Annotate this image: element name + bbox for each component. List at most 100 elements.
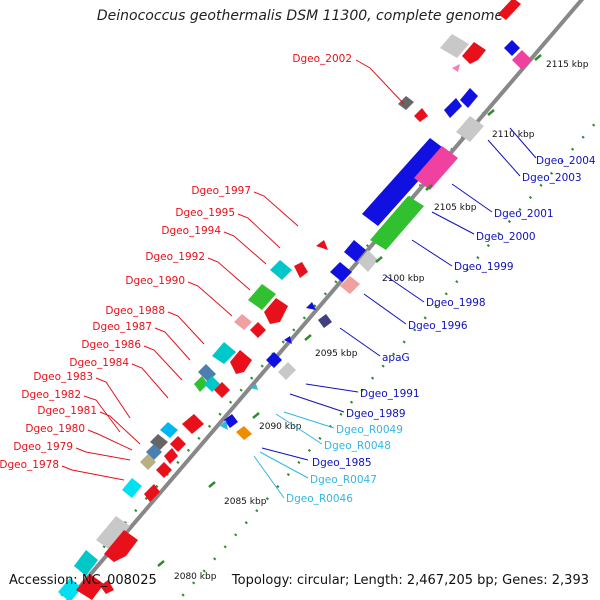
gene-label: Dgeo_1987 — [92, 321, 152, 333]
right-leaders — [261, 127, 537, 461]
gene-segment — [294, 262, 308, 278]
gene-segment — [264, 298, 288, 324]
gene-segment — [266, 352, 282, 368]
gene-segment — [358, 250, 378, 272]
topology-summary: Topology: circular; Length: 2,467,205 bp… — [231, 573, 589, 588]
map-title: Deinococcus geothermalis DSM 11300, comp… — [96, 8, 504, 24]
gene-label: Dgeo_1995 — [175, 207, 235, 219]
left-gene-labels: Dgeo_2002 Dgeo_1997 Dgeo_1995 Dgeo_1994 … — [0, 53, 352, 471]
gene-segment — [212, 342, 236, 364]
gene-segment — [462, 42, 486, 64]
gene-segment — [220, 420, 228, 430]
gene-segment — [170, 436, 186, 452]
gene-segment — [96, 516, 130, 550]
forward-genes — [58, 0, 521, 600]
gene-segment — [100, 580, 114, 594]
gene-label: Dgeo_1984 — [69, 357, 129, 369]
ruler-label: 2085 kbp — [224, 497, 267, 507]
gene-label: Dgeo_1992 — [145, 251, 205, 263]
gene-label: Dgeo_2003 — [522, 172, 582, 184]
accession-text: Accession: NC_008025 — [9, 573, 157, 588]
gene-segment — [250, 322, 266, 338]
gene-segment — [76, 574, 104, 600]
gene-label: Dgeo_R0047 — [310, 474, 377, 486]
gene-segment — [504, 40, 520, 56]
gene-label: Dgeo_1991 — [360, 388, 420, 400]
ruler-label: 2095 kbp — [315, 349, 358, 359]
gene-segment — [456, 116, 484, 142]
ruler-labels: 2115 kbp 2110 kbp 2105 kbp 2100 kbp 2095… — [174, 60, 589, 582]
gene-segment — [224, 414, 238, 428]
gene-segment — [400, 174, 408, 182]
gene-segment — [452, 64, 460, 72]
gene-label: Dgeo_1985 — [312, 457, 372, 469]
gene-segment — [140, 454, 156, 470]
gene-segment — [498, 0, 521, 20]
ruler-label: 2090 kbp — [259, 422, 302, 432]
tick-guides — [55, 0, 600, 600]
gene-label: Dgeo_1998 — [426, 297, 486, 309]
gene-label: Dgeo_1980 — [25, 423, 85, 435]
gene-segment — [340, 276, 360, 294]
ruler-ticks — [157, 54, 542, 567]
gene-label: Dgeo_1999 — [454, 261, 514, 273]
gene-label: Dgeo_R0046 — [286, 493, 353, 505]
gene-segment — [440, 34, 469, 58]
gene-segment — [370, 196, 424, 250]
gene-segment — [74, 550, 98, 576]
gene-segment — [160, 422, 178, 438]
gene-segment — [194, 376, 208, 392]
gene-segment — [398, 96, 414, 110]
left-leaders — [61, 59, 405, 481]
gene-segment — [316, 240, 328, 250]
gene-segment — [150, 434, 168, 450]
gene-label: Dgeo_1989 — [346, 408, 406, 420]
gene-segment — [182, 414, 204, 434]
gene-label: Dgeo_2001 — [494, 208, 554, 220]
gene-segment — [330, 262, 352, 282]
gene-segment — [58, 578, 82, 600]
gene-segment — [164, 448, 178, 464]
gene-segment — [214, 382, 230, 398]
gene-label: Dgeo_R0048 — [324, 440, 391, 452]
rna-leaders — [253, 411, 335, 499]
ruler-label: 2105 kbp — [434, 203, 477, 213]
gene-segment — [230, 350, 252, 374]
gene-segment — [278, 362, 296, 380]
gene-segment — [460, 88, 478, 108]
gene-segment — [362, 138, 446, 226]
gene-segment — [318, 314, 332, 328]
gene-label: Dgeo_1983 — [33, 371, 93, 383]
gene-segment — [250, 384, 258, 390]
gene-label: Dgeo_1990 — [125, 275, 185, 287]
gene-label: Dgeo_1982 — [21, 389, 81, 401]
gene-label: Dgeo_2002 — [292, 53, 352, 65]
gene-label: apaG — [382, 352, 410, 364]
gene-label: Dgeo_2004 — [536, 155, 596, 167]
gene-label: Dgeo_1994 — [161, 225, 221, 237]
gene-label: Dgeo_1997 — [191, 185, 251, 197]
gene-label: Dgeo_1981 — [37, 405, 97, 417]
gene-label: Dgeo_1988 — [105, 305, 165, 317]
gene-segment — [512, 50, 532, 70]
ruler-label: 2080 kbp — [174, 572, 217, 582]
gene-label: Dgeo_1979 — [13, 441, 73, 453]
gene-segment — [414, 146, 458, 190]
gene-segment — [144, 484, 160, 502]
gene-segment — [122, 478, 142, 498]
gene-segment — [234, 314, 252, 330]
ruler-label: 2100 kbp — [382, 274, 425, 284]
ruler-label: 2110 kbp — [492, 130, 535, 140]
gene-label: Dgeo_2000 — [476, 231, 536, 243]
gene-segment — [104, 530, 138, 562]
gene-label: Dgeo_1996 — [408, 320, 468, 332]
gene-segment — [414, 108, 428, 122]
gene-segment — [344, 240, 366, 262]
gene-segment — [306, 302, 316, 310]
genome-backbone — [65, 0, 585, 600]
gene-segment — [444, 98, 462, 118]
ruler-label: 2115 kbp — [546, 60, 589, 70]
reverse-genes — [220, 40, 532, 440]
